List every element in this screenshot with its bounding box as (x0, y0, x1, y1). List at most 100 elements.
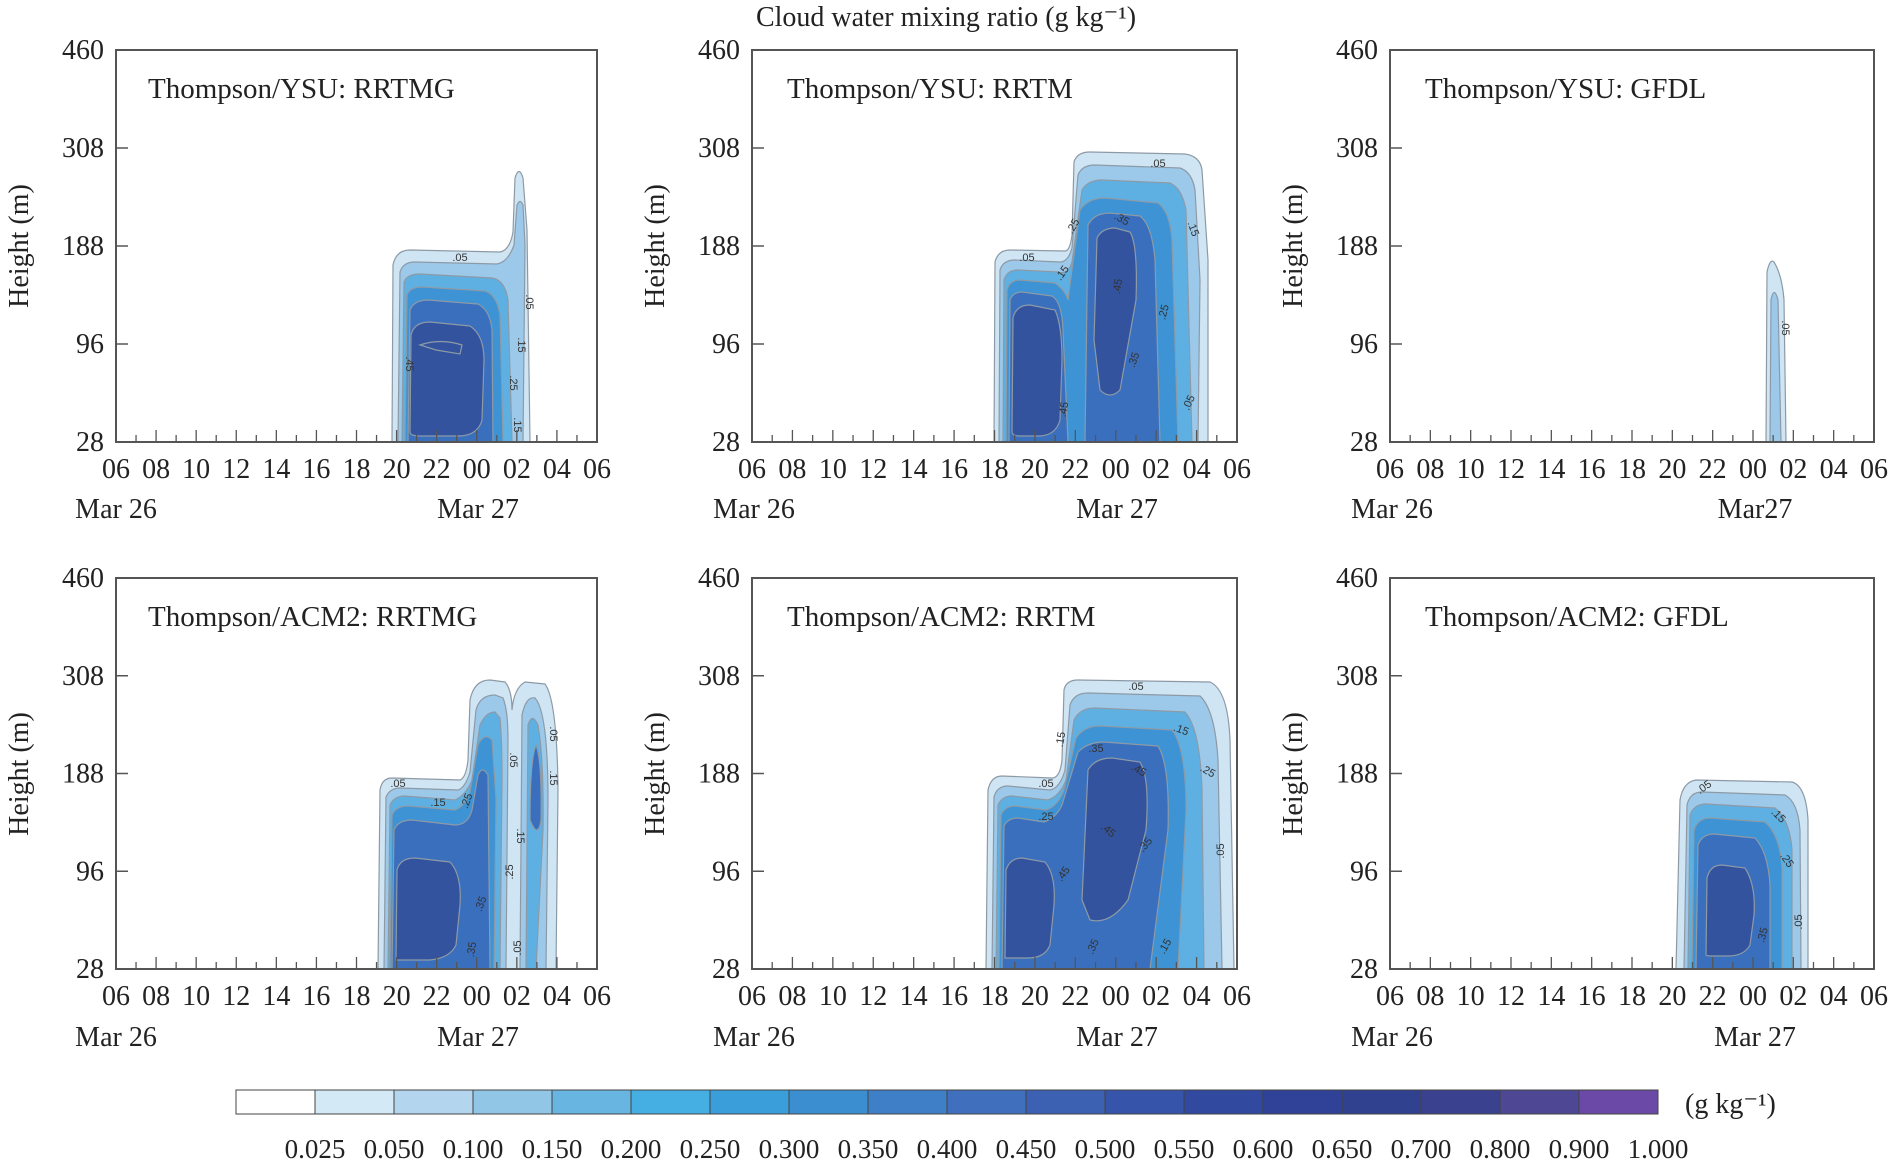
contour-label: .05 (523, 294, 535, 309)
x-tick-label: 10 (1457, 981, 1485, 1012)
contour-label: .05 (507, 752, 519, 767)
y-tick-label: 308 (62, 133, 104, 164)
colorbar-label: 0.800 (1470, 1134, 1531, 1164)
colorbar-label: 0.650 (1312, 1134, 1373, 1164)
x-tick-label: 10 (819, 981, 847, 1012)
x-tick-label: 04 (543, 454, 571, 485)
colorbar-swatch (946, 1089, 1027, 1115)
x-tick-label: 18 (343, 981, 371, 1012)
cloud-field (985, 679, 1235, 969)
contour-label: .05 (1779, 320, 1791, 335)
y-axis: 28 96 188 308 460 (1336, 563, 1402, 985)
contour-label: .15 (1185, 220, 1202, 238)
contour-fill-0.45 (1004, 757, 1148, 959)
colorbar-label: 0.900 (1549, 1134, 1610, 1164)
colorbar-label: 1.000 (1628, 1134, 1689, 1164)
x-tick-label: 22 (423, 981, 451, 1012)
x-tick-label: 06 (1223, 981, 1251, 1012)
colorbar-swatch (709, 1089, 790, 1115)
x-tick-label: 10 (182, 454, 210, 485)
colorbar-swatch (1499, 1089, 1580, 1115)
contour-label: .35 (473, 895, 490, 913)
x-tick-label: 18 (981, 454, 1009, 485)
contour-fill-0.45 (1011, 227, 1137, 437)
x-tick-label: 14 (900, 454, 928, 485)
colorbar-label: 0.700 (1391, 1134, 1452, 1164)
panel-ysu-rrtmg: .05 .05 .15 .25 .15 .45 Thompson/YSU: RR… (4, 35, 611, 525)
colorbar-swatch (788, 1089, 869, 1115)
contour-labels: .05 .05 .15 .35 .45 .25 .25 .45 .35 .45 … (1038, 681, 1227, 956)
y-tick-label: 188 (62, 759, 104, 790)
x-axis: 06 08 10 12 14 16 18 20 22 00 02 04 06 (102, 957, 611, 1012)
x-tick-label: 08 (778, 454, 806, 485)
colorbar-label: 0.300 (759, 1134, 820, 1164)
contour-line-0.5 (418, 340, 463, 355)
colorbar: 0.025 0.050 0.100 0.150 0.200 0.250 0.300 0.350… (235, 1089, 1689, 1164)
colorbar-label: 0.200 (601, 1134, 662, 1164)
contour-fill-0.05 (1769, 291, 1782, 442)
cloud-field (1675, 779, 1809, 969)
x-tick-label: 22 (1699, 981, 1727, 1012)
contour-label: .05 (1150, 158, 1165, 170)
date-label-start: Mar 26 (75, 494, 157, 525)
y-tick-label: 96 (712, 856, 740, 887)
y-tick-label: 188 (698, 231, 740, 262)
colorbar-unit: (g kg⁻¹) (1685, 1089, 1776, 1120)
x-tick-label: 06 (738, 981, 766, 1012)
panel-acm2-rrtmg: .05 .15 .25 .05 .05 .15 .15 .25 .35 .35 … (4, 563, 611, 1053)
x-tick-label: 16 (940, 454, 968, 485)
y-tick-label: 188 (698, 759, 740, 790)
colorbar-swatch (1104, 1089, 1185, 1115)
contour-label: .05 (390, 778, 405, 790)
contour-label: .35 (1755, 926, 1771, 944)
y-axis-label: Height (m) (640, 184, 671, 308)
panel-title: Thompson/YSU: RRTMG (148, 73, 455, 105)
x-tick-label: 00 (1102, 981, 1130, 1012)
cloud-field (993, 151, 1209, 442)
date-label-end: Mar 27 (1076, 494, 1158, 525)
x-tick-label: 02 (503, 454, 531, 485)
x-tick-label: 00 (463, 981, 491, 1012)
x-tick-label: 12 (1497, 981, 1525, 1012)
x-tick-label: 18 (343, 454, 371, 485)
colorbar-swatch (551, 1089, 632, 1115)
contour-label: .15 (1054, 731, 1068, 748)
date-label-end: Mar27 (1718, 494, 1793, 525)
x-tick-label: 22 (423, 454, 451, 485)
y-tick-label: 188 (1336, 759, 1378, 790)
colorbar-label: 0.550 (1154, 1134, 1215, 1164)
x-tick-label: 12 (1497, 454, 1525, 485)
x-tick-label: 02 (1779, 981, 1807, 1012)
y-axis: 28 96 188 308 460 (698, 563, 764, 985)
x-tick-label: 06 (1860, 454, 1888, 485)
x-tick-label: 20 (1658, 454, 1686, 485)
y-tick-label: 308 (698, 661, 740, 692)
colorbar-label: 0.600 (1233, 1134, 1294, 1164)
x-tick-label: 16 (1578, 981, 1606, 1012)
y-tick-label: 28 (712, 954, 740, 985)
y-axis: 28 96 188 308 460 (698, 35, 764, 458)
y-tick-label: 28 (1350, 954, 1378, 985)
contour-label: .25 (507, 375, 519, 390)
x-axis: 06 08 10 12 14 16 18 20 22 00 02 04 06 (102, 430, 611, 485)
colorbar-label: 0.450 (996, 1134, 1057, 1164)
panel-title: Thompson/ACM2: RRTMG (148, 601, 477, 633)
x-tick-label: 04 (543, 981, 571, 1012)
x-tick-label: 10 (1457, 454, 1485, 485)
y-tick-label: 308 (1336, 133, 1378, 164)
date-label-end: Mar 27 (437, 494, 519, 525)
colorbar-swatch (1578, 1089, 1659, 1115)
contour-label: .45 (1057, 401, 1071, 418)
date-label-start: Mar 26 (1351, 1022, 1433, 1053)
colorbar-swatch (1025, 1089, 1106, 1115)
x-tick-label: 06 (102, 454, 130, 485)
x-tick-label: 20 (1021, 454, 1049, 485)
x-tick-label: 14 (900, 981, 928, 1012)
y-tick-label: 28 (76, 954, 104, 985)
contour-labels: .05 .05 .15 .25 .15 .45 (403, 252, 535, 433)
y-tick-label: 188 (62, 231, 104, 262)
contour-label: .35 (1085, 937, 1102, 956)
y-axis-label: Height (m) (640, 712, 671, 836)
y-tick-label: 96 (76, 329, 104, 360)
date-label-end: Mar 27 (437, 1022, 519, 1053)
